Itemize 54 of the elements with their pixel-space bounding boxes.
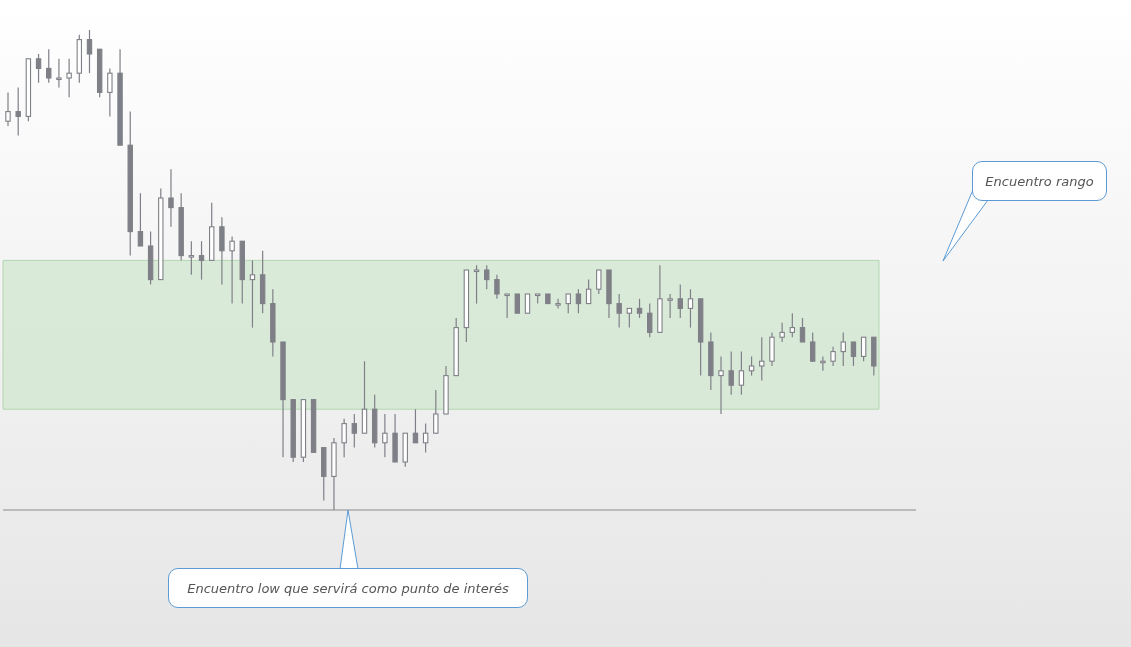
candlestick (56, 58, 62, 89)
candlestick (565, 293, 571, 314)
candlestick (647, 303, 653, 338)
candlestick (229, 235, 235, 305)
candlestick (850, 341, 857, 367)
candlestick (341, 418, 347, 458)
candlestick (748, 355, 755, 377)
candlestick (361, 360, 368, 434)
candlestick (585, 279, 592, 305)
candlestick (687, 288, 694, 329)
candlestick (514, 293, 521, 314)
candlestick (728, 351, 734, 396)
candlestick (616, 293, 622, 329)
candlestick (636, 298, 643, 319)
candlestick (809, 331, 816, 362)
candlestick (596, 269, 602, 295)
candlestick (107, 67, 113, 117)
candlestick (66, 58, 72, 98)
candlestick (5, 91, 11, 127)
candlestick (830, 346, 836, 367)
candlestick (860, 336, 867, 362)
candlestick (575, 288, 582, 314)
candlestick (351, 413, 358, 449)
candlestick (137, 192, 144, 247)
candlestick (779, 322, 785, 343)
candlestick (504, 293, 510, 319)
candlestick (820, 355, 826, 372)
candlestick (382, 413, 388, 458)
candlestick (626, 307, 633, 329)
candlestick (249, 259, 256, 329)
candlestick (188, 240, 195, 276)
candlestick (46, 48, 52, 84)
candlestick (433, 389, 439, 434)
callout-box: Encuentro rango (972, 161, 1107, 201)
candlestick (840, 331, 846, 367)
candlestick (677, 283, 683, 319)
candlestick (494, 274, 500, 300)
candlestick (198, 240, 205, 281)
candlestick (555, 298, 561, 309)
candlestick (524, 293, 531, 314)
candlestick (35, 53, 42, 84)
candlestick (219, 216, 225, 285)
candlestick (789, 312, 796, 338)
candlestick (718, 355, 724, 415)
candlestick (473, 264, 480, 305)
candlestick (15, 87, 21, 137)
candlestick (667, 293, 673, 319)
candlestick (86, 30, 93, 74)
candlestick (168, 168, 174, 228)
candlestick (799, 317, 806, 343)
candlestick (738, 351, 745, 396)
candlestick (759, 336, 765, 381)
candlestick (484, 264, 490, 290)
candlestick (769, 331, 775, 367)
